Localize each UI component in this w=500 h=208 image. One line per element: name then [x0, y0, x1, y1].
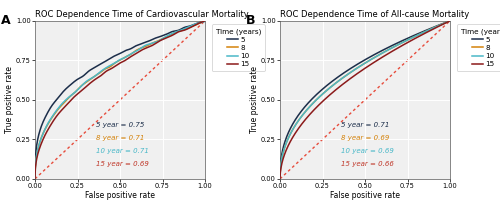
Text: 10 year = 0.69: 10 year = 0.69: [341, 148, 394, 154]
Legend: 5, 8, 10, 15: 5, 8, 10, 15: [457, 24, 500, 71]
Text: B: B: [246, 15, 256, 27]
Text: 15 year = 0.66: 15 year = 0.66: [341, 161, 394, 167]
Text: ROC Dependence Time of All-cause Mortality: ROC Dependence Time of All-cause Mortali…: [280, 10, 469, 19]
X-axis label: False positive rate: False positive rate: [85, 191, 155, 200]
X-axis label: False positive rate: False positive rate: [330, 191, 400, 200]
Text: ROC Dependence Time of Cardiovascular Mortality: ROC Dependence Time of Cardiovascular Mo…: [35, 10, 249, 19]
Text: 10 year = 0.71: 10 year = 0.71: [96, 148, 149, 154]
Y-axis label: True positive rate: True positive rate: [250, 66, 259, 133]
Text: 8 year = 0.69: 8 year = 0.69: [341, 135, 390, 141]
Y-axis label: True positive rate: True positive rate: [5, 66, 14, 133]
Text: 15 year = 0.69: 15 year = 0.69: [96, 161, 149, 167]
Legend: 5, 8, 10, 15: 5, 8, 10, 15: [212, 24, 264, 71]
Text: 5 year = 0.75: 5 year = 0.75: [96, 122, 144, 128]
Text: A: A: [1, 15, 11, 27]
Text: 8 year = 0.71: 8 year = 0.71: [96, 135, 144, 141]
Text: 5 year = 0.71: 5 year = 0.71: [341, 122, 390, 128]
